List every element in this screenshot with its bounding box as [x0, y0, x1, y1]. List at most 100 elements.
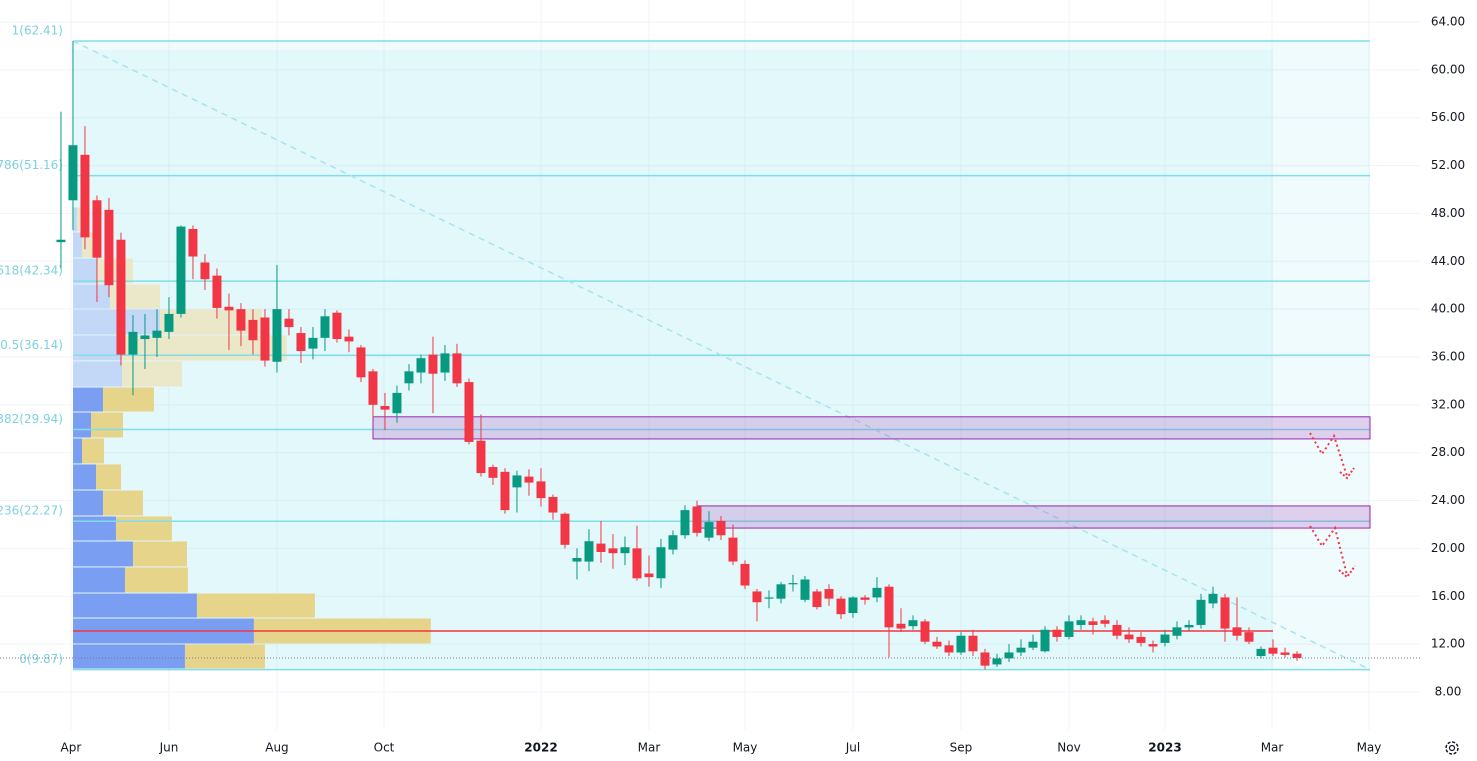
- candle-body: [560, 513, 570, 545]
- candles: [0, 41, 1420, 670]
- candle-body: [1244, 632, 1254, 642]
- candle-body: [1124, 634, 1134, 640]
- y-tick-label: 48.00: [1431, 206, 1465, 220]
- candle-body: [680, 510, 690, 536]
- profile-down-volume: [124, 567, 188, 593]
- candle-body: [944, 645, 954, 653]
- candle-body: [764, 597, 774, 599]
- candle-body: [752, 591, 762, 603]
- candle-body: [1196, 599, 1206, 625]
- candle-body: [200, 262, 210, 280]
- settings-button[interactable]: [1445, 741, 1459, 755]
- candle-body: [140, 335, 150, 340]
- axes: 8.00 12.00 16.00 20.00 24.00 28.00 32.00 36.00 4…: [61, 15, 1466, 755]
- profile-down-volume: [102, 387, 154, 412]
- candle-body: [1004, 652, 1014, 659]
- profile-down-volume: [95, 464, 121, 490]
- candle-body: [1160, 634, 1170, 643]
- profile-down-volume: [121, 335, 287, 361]
- candle-body: [1040, 629, 1050, 652]
- candle-body: [452, 353, 462, 384]
- candle-body: [968, 635, 978, 652]
- candle-body: [212, 275, 222, 308]
- candle-body: [980, 652, 990, 666]
- candle-body: [800, 579, 810, 600]
- candle-body: [932, 641, 942, 647]
- candle-body: [860, 597, 870, 600]
- candle-body: [428, 354, 438, 374]
- profile-down-volume: [90, 412, 123, 438]
- y-tick-label: 44.00: [1431, 254, 1465, 268]
- candle-body: [1184, 624, 1194, 628]
- candle-body: [1268, 647, 1278, 654]
- candle-body: [1232, 627, 1242, 636]
- candle-body: [92, 200, 102, 258]
- y-tick-label: 32.00: [1431, 397, 1465, 411]
- candle-body: [332, 312, 342, 340]
- candle-body: [716, 520, 726, 536]
- candle-body: [260, 317, 270, 361]
- profile-down-volume: [115, 516, 172, 541]
- profile-up-volume: [73, 335, 122, 361]
- candle-body: [704, 522, 714, 538]
- x-tick-label: Apr: [61, 741, 82, 755]
- fib-trend-line: [72, 40, 1371, 671]
- x-tick-label: Nov: [1057, 741, 1080, 755]
- candle-body: [344, 336, 354, 342]
- x-tick-label: 2022: [524, 741, 557, 755]
- price-zone: [696, 505, 1371, 529]
- y-tick-label: 40.00: [1431, 302, 1465, 316]
- candle-body: [1100, 620, 1110, 624]
- profile-up-volume: [73, 593, 197, 618]
- gear-inner[interactable]: [1448, 744, 1456, 752]
- profile-up-volume: [73, 412, 91, 438]
- candle-body: [188, 228, 198, 257]
- candle-body: [1076, 620, 1086, 625]
- fibonacci-levels: 1(62.41) 0.786(51.16) 0.618(42.34) 0.5(36.1…: [0, 24, 1371, 671]
- candle-body: [1208, 593, 1218, 604]
- drawings: [1309, 432, 1356, 579]
- gear-outer[interactable]: [1445, 741, 1459, 755]
- candle-body: [356, 347, 366, 378]
- profile-up-volume: [73, 541, 133, 567]
- candle-body: [824, 589, 834, 599]
- candle-body: [740, 563, 750, 586]
- candle-body: [128, 331, 138, 355]
- candle-body: [368, 371, 378, 405]
- profile-down-volume: [196, 593, 315, 618]
- price-zone: [372, 416, 1371, 440]
- candle-body: [296, 333, 306, 352]
- profile-up-volume: [73, 258, 97, 284]
- candle-body: [572, 557, 582, 562]
- projection-arrow: [1309, 432, 1348, 477]
- candle-body: [776, 584, 786, 599]
- candle-body: [836, 598, 846, 615]
- candle-body: [176, 226, 186, 314]
- profile-down-volume: [132, 541, 187, 567]
- candle-body: [920, 621, 930, 642]
- profile-down-volume: [76, 207, 80, 232]
- profile-down-volume: [96, 258, 133, 284]
- candle-body: [548, 496, 558, 513]
- candle-body: [164, 313, 174, 332]
- profile-down-volume: [121, 361, 182, 387]
- candle-body: [884, 586, 894, 628]
- x-tick-label: Oct: [374, 741, 395, 755]
- candle-body: [992, 658, 1002, 665]
- candle-body: [476, 440, 486, 474]
- profile-up-volume: [73, 490, 103, 516]
- fib-level-label: 0.5(36.14): [0, 338, 63, 352]
- profile-down-volume: [184, 644, 265, 669]
- profile-up-volume: [73, 361, 122, 387]
- profile-up-volume: [73, 644, 185, 669]
- profile-down-volume: [81, 438, 104, 464]
- candle-body: [872, 587, 882, 598]
- projection-arrow: [1309, 525, 1348, 576]
- profile-up-volume: [73, 387, 103, 412]
- candle-body: [524, 476, 534, 483]
- zones: [372, 416, 1371, 529]
- candle-body: [1256, 648, 1266, 657]
- y-tick-label: 28.00: [1431, 445, 1465, 459]
- arrow-head: [1339, 467, 1355, 480]
- volume-profile: [73, 207, 1273, 669]
